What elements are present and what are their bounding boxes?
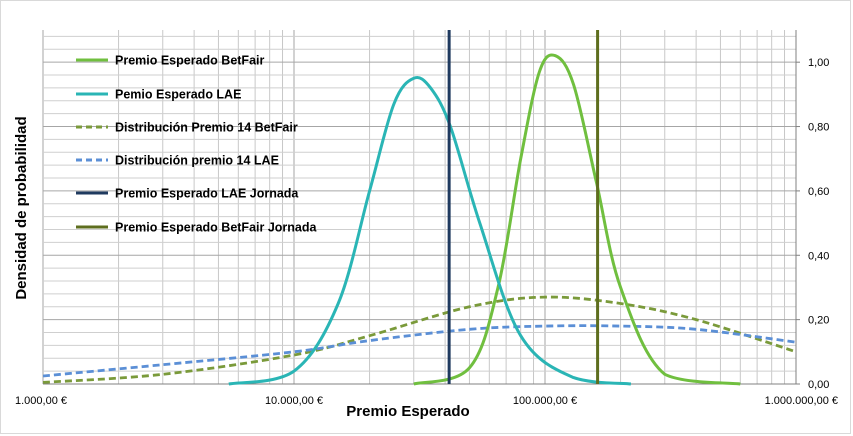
y-tick-label: 1,00: [808, 57, 829, 69]
legend-label: Distribución premio 14 LAE: [115, 154, 279, 168]
legend-label: Distribución Premio 14 BetFair: [115, 121, 298, 135]
legend-label: Pemio Esperado LAE: [115, 88, 241, 102]
y-tick-label: 0,00: [808, 379, 829, 391]
series-line-pemio-esperado-lae: [228, 76, 632, 386]
y-tick-label: 0,40: [808, 250, 829, 262]
series-line-premio-esperado-betfair: [413, 53, 741, 386]
series-line-distribucion-premio-14-lae: [42, 324, 797, 378]
x-tick-label: 1.000.000,00 €: [765, 395, 838, 407]
series-layer: [42, 30, 797, 386]
x-tick-label: 1.000,00 €: [15, 395, 67, 407]
y-axis-title: Densidad de probabilidad: [13, 116, 30, 299]
x-axis-title: Premio Esperado: [346, 403, 469, 420]
plot-area-border: [43, 30, 797, 385]
legend-label: Premio Esperado BetFair: [115, 54, 264, 68]
legend-label: Premio Esperado BetFair Jornada: [115, 221, 318, 235]
series-line-distribucion-premio-14-betfair: [42, 295, 797, 384]
grid: [42, 30, 796, 385]
x-axis-ticks: 1.000,00 € 10.000,00 € 100.000,00 € 1.000.0…: [15, 395, 838, 407]
x-tick-label: 100.000,00 €: [513, 395, 577, 407]
y-axis-ticks: 0,00 0,20 0,40 0,60 0,80 1,00: [796, 57, 829, 391]
y-tick-label: 0,80: [808, 122, 829, 134]
legend: Premio Esperado BetFair Pemio Esperado LA…: [76, 54, 318, 235]
legend-label: Premio Esperado LAE Jornada: [115, 187, 299, 201]
x-tick-label: 10.000,00 €: [265, 395, 323, 407]
y-tick-label: 0,60: [808, 186, 829, 198]
y-tick-label: 0,20: [808, 315, 829, 327]
